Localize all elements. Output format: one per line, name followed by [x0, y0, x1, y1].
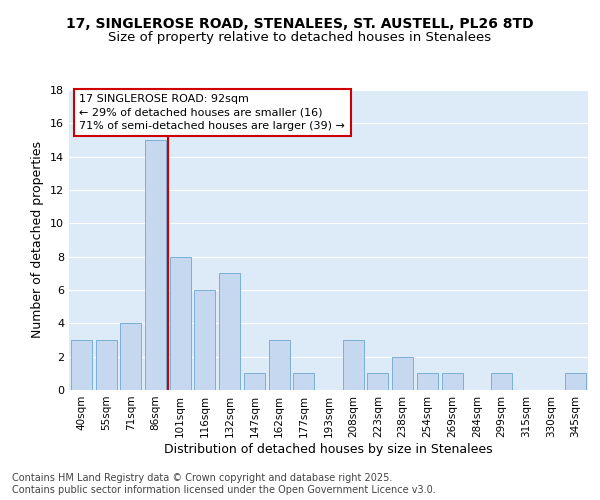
- Bar: [392, 356, 413, 390]
- Bar: [244, 374, 265, 390]
- Bar: [293, 374, 314, 390]
- Bar: [219, 274, 240, 390]
- Text: 17 SINGLEROSE ROAD: 92sqm
← 29% of detached houses are smaller (16)
71% of semi-: 17 SINGLEROSE ROAD: 92sqm ← 29% of detac…: [79, 94, 345, 131]
- Text: 17, SINGLEROSE ROAD, STENALEES, ST. AUSTELL, PL26 8TD: 17, SINGLEROSE ROAD, STENALEES, ST. AUST…: [66, 18, 534, 32]
- Bar: [95, 340, 116, 390]
- Bar: [170, 256, 191, 390]
- Bar: [442, 374, 463, 390]
- Bar: [565, 374, 586, 390]
- Bar: [343, 340, 364, 390]
- Text: Contains HM Land Registry data © Crown copyright and database right 2025.
Contai: Contains HM Land Registry data © Crown c…: [12, 474, 436, 495]
- Text: Size of property relative to detached houses in Stenalees: Size of property relative to detached ho…: [109, 31, 491, 44]
- Bar: [120, 324, 141, 390]
- Bar: [145, 140, 166, 390]
- Bar: [491, 374, 512, 390]
- X-axis label: Distribution of detached houses by size in Stenalees: Distribution of detached houses by size …: [164, 442, 493, 456]
- Bar: [367, 374, 388, 390]
- Bar: [417, 374, 438, 390]
- Bar: [194, 290, 215, 390]
- Bar: [269, 340, 290, 390]
- Bar: [71, 340, 92, 390]
- Y-axis label: Number of detached properties: Number of detached properties: [31, 142, 44, 338]
